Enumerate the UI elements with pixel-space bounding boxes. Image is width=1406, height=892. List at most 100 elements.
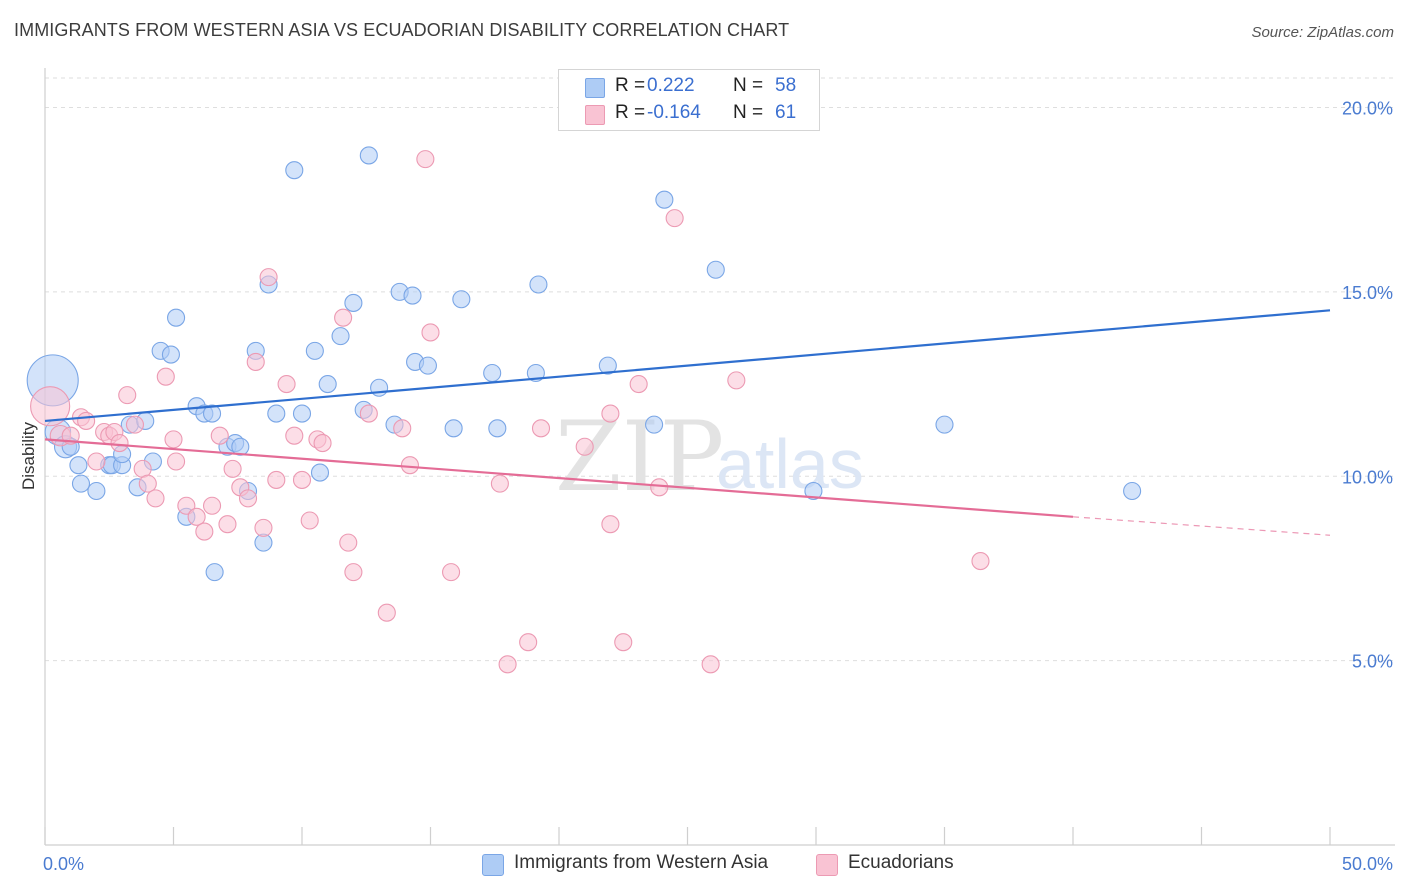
- tick-labels: 5.0% 10.0% 15.0% 20.0% 0.0% 50.0%: [43, 99, 1393, 875]
- data-point-ecuadorian: [442, 563, 461, 582]
- data-point-western-asia: [529, 275, 548, 294]
- r-label: R =: [615, 102, 646, 123]
- series-immigrants-western-asia: [26, 146, 1142, 582]
- data-point-ecuadorian: [167, 452, 186, 471]
- watermark-zip: ZIP: [555, 401, 724, 513]
- data-point-ecuadorian: [614, 633, 633, 652]
- data-point-ecuadorian: [601, 515, 620, 534]
- data-point-ecuadorian: [195, 522, 214, 541]
- data-point-western-asia: [804, 481, 823, 501]
- data-point-western-asia: [359, 146, 378, 165]
- data-point-ecuadorian: [575, 437, 594, 456]
- data-point-western-asia: [310, 463, 330, 482]
- source-label: Source: ZipAtlas.com: [1251, 24, 1394, 41]
- data-point-western-asia: [305, 341, 324, 360]
- data-point-western-asia: [645, 415, 664, 434]
- data-point-ecuadorian: [203, 496, 222, 515]
- x-tick-label: 0.0%: [43, 854, 84, 874]
- legend-swatch-blue: [585, 78, 605, 98]
- grid-lines: [45, 77, 1395, 662]
- data-point-ecuadorian: [277, 375, 296, 394]
- data-point-ecuadorian: [156, 367, 175, 386]
- data-point-ecuadorian: [377, 603, 396, 622]
- data-point-ecuadorian: [77, 411, 96, 430]
- stats-legend: R = 0.222 N = 58 R = -0.164 N = 61: [558, 69, 820, 131]
- data-point-ecuadorian: [393, 419, 412, 438]
- data-point-ecuadorian: [210, 426, 229, 445]
- r-value: -0.164: [647, 102, 701, 123]
- trend-line-ecuadorians-extension: [1072, 516, 1331, 536]
- data-point-ecuadorian: [334, 308, 353, 327]
- data-point-western-asia: [655, 190, 674, 209]
- data-point-ecuadorian: [498, 655, 517, 674]
- data-point-ecuadorian: [138, 474, 157, 493]
- data-point-ecuadorian: [259, 268, 278, 287]
- data-point-ecuadorian: [727, 371, 746, 390]
- data-point-ecuadorian: [490, 474, 509, 493]
- trend-line-ecuadorians: [44, 438, 1074, 518]
- data-point-ecuadorian: [187, 507, 206, 526]
- data-point-western-asia: [69, 456, 88, 475]
- data-point-western-asia: [935, 415, 954, 434]
- data-point-ecuadorian: [177, 496, 196, 515]
- data-point-ecuadorian: [519, 633, 538, 652]
- y-tick-label: 20.0%: [1342, 99, 1393, 119]
- watermark-atlas: atlas: [716, 425, 864, 503]
- watermark: ZIP atlas: [555, 401, 864, 513]
- y-axis-label: Disability: [19, 421, 38, 490]
- data-point-ecuadorian: [164, 430, 183, 449]
- x-tick-label: 50.0%: [1342, 854, 1393, 874]
- data-point-ecuadorian: [267, 470, 286, 489]
- data-point-ecuadorian: [665, 209, 684, 228]
- n-value: 58: [775, 75, 797, 96]
- data-point-western-asia: [598, 356, 617, 375]
- data-point-ecuadorian: [285, 426, 304, 445]
- data-point-ecuadorian: [339, 533, 358, 552]
- data-point-ecuadorian: [359, 404, 378, 423]
- data-point-western-asia: [87, 481, 106, 501]
- data-point-ecuadorian: [223, 459, 242, 478]
- data-point-ecuadorian: [30, 386, 71, 427]
- bottom-legend-swatch-pink: [816, 854, 838, 876]
- data-point-western-asia: [706, 260, 725, 279]
- data-point-ecuadorian: [246, 352, 265, 371]
- data-point-ecuadorian: [416, 150, 435, 169]
- data-point-western-asia: [488, 419, 507, 438]
- data-point-western-asia: [161, 345, 180, 364]
- y-tick-label: 10.0%: [1342, 467, 1393, 487]
- data-point-ecuadorian: [218, 515, 237, 534]
- data-point-ecuadorian: [531, 419, 551, 438]
- data-point-ecuadorian: [300, 511, 319, 530]
- data-point-western-asia: [285, 161, 304, 180]
- data-point-ecuadorian: [344, 563, 363, 582]
- data-point-western-asia: [418, 356, 437, 375]
- data-point-ecuadorian: [87, 452, 106, 471]
- r-label: R =: [615, 75, 646, 96]
- n-value: 61: [775, 102, 797, 123]
- y-tick-label: 15.0%: [1342, 283, 1393, 303]
- data-point-western-asia: [452, 290, 471, 309]
- trend-lines: [44, 309, 1331, 536]
- data-point-western-asia: [167, 308, 186, 327]
- data-point-western-asia: [203, 404, 222, 423]
- data-point-ecuadorian: [238, 489, 258, 508]
- n-label: N =: [733, 75, 764, 96]
- data-point-ecuadorian: [650, 478, 669, 497]
- chart-title: IMMIGRANTS FROM WESTERN ASIA VS ECUADORI…: [14, 20, 790, 40]
- data-point-ecuadorian: [601, 404, 620, 423]
- y-tick-label: 5.0%: [1352, 652, 1393, 672]
- data-point-ecuadorian: [125, 415, 144, 434]
- axes: [44, 68, 1395, 846]
- data-point-western-asia: [205, 563, 224, 582]
- data-point-western-asia: [292, 404, 312, 423]
- data-point-western-asia: [318, 375, 337, 394]
- n-label: N =: [733, 102, 764, 123]
- data-point-western-asia: [1123, 481, 1142, 501]
- data-point-ecuadorian: [146, 489, 165, 508]
- data-point-ecuadorian: [701, 655, 720, 674]
- legend-swatch-pink: [585, 105, 605, 125]
- data-point-western-asia: [444, 419, 463, 438]
- trend-line-western-asia: [44, 309, 1331, 423]
- r-value: 0.222: [647, 75, 695, 96]
